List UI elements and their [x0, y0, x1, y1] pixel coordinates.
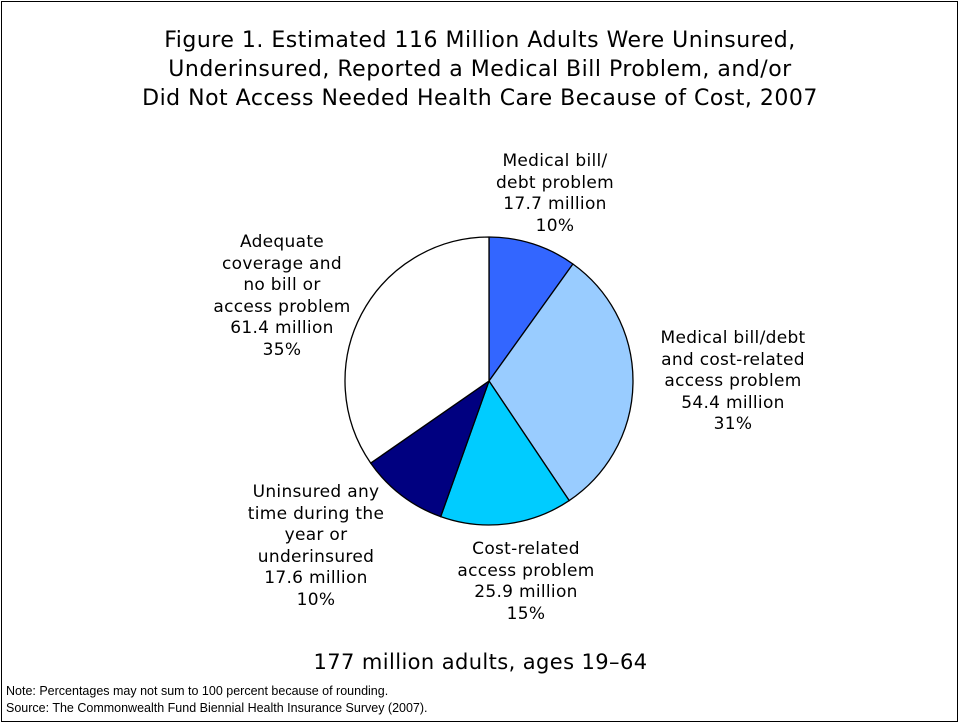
slice-label-text-line: Cost-related	[472, 539, 580, 559]
slice-percent: 15%	[506, 603, 546, 624]
slice-label-text-line: time during the	[247, 503, 385, 524]
slice-label-text-line: coverage and	[222, 253, 342, 274]
slice-amount: 17.6 million	[264, 568, 368, 588]
slice-label-text-line: year or	[284, 525, 348, 545]
slice-percent: 31%	[713, 414, 753, 434]
chart-subtitle: 177 million adults, ages 19–64	[313, 650, 648, 674]
slice-label-text-line: underinsured	[257, 546, 375, 567]
slice-medical-bill-debt	[488, 236, 574, 382]
slice-uninsured	[370, 380, 490, 518]
slice-label-uninsured: Uninsured any time during the year or un…	[226, 482, 406, 611]
slice-bill-and-access	[488, 263, 634, 502]
slice-label-medical-bill-debt: Medical bill/ debt problem 17.7 million …	[480, 151, 630, 237]
slice-amount: 61.4 million	[230, 318, 334, 338]
slice-label-text-line: Medical bill/	[502, 151, 608, 171]
slice-cost-related-access	[440, 380, 570, 526]
slice-label-text-line: Uninsured any	[252, 482, 380, 502]
source-note: Source: The Commonwealth Fund Biennial H…	[6, 701, 428, 715]
chart-title-line-2: Underinsured, Reported a Medical Bill Pr…	[168, 57, 792, 82]
slice-label-cost-related-access: Cost-related access problem 25.9 million…	[426, 539, 626, 625]
slice-label-text-line: access problem	[457, 560, 595, 581]
slice-label-text-line: access problem	[213, 296, 351, 317]
slice-label-text-line: access problem	[664, 371, 802, 391]
slice-label-text-line: debt problem	[495, 172, 615, 193]
slice-label-text-line: and cost-related	[661, 349, 805, 370]
chart-title: Figure 1. Estimated 116 Million Adults W…	[40, 26, 920, 113]
slice-percent: 10%	[296, 589, 336, 610]
slice-label-text-line: no bill or	[243, 275, 321, 295]
slice-adequate-coverage	[344, 236, 490, 464]
slice-percent: 10%	[535, 215, 575, 236]
slice-amount: 54.4 million	[681, 392, 785, 413]
footnote: Note: Percentages may not sum to 100 per…	[6, 684, 389, 698]
slice-label-text-line: Adequate	[239, 232, 325, 252]
slice-label-bill-and-access: Medical bill/debt and cost-related acces…	[638, 328, 828, 436]
slice-label-adequate-coverage: Adequate coverage and no bill or access …	[192, 232, 372, 361]
slice-amount: 25.9 million	[474, 582, 578, 602]
chart-title-line-3: Did Not Access Needed Health Care Becaus…	[142, 86, 818, 111]
slice-percent: 35%	[262, 339, 302, 360]
slice-label-text-line: Medical bill/debt	[660, 328, 806, 348]
slice-amount: 17.7 million	[503, 194, 607, 214]
chart-title-line-1: Figure 1. Estimated 116 Million Adults W…	[164, 28, 796, 53]
